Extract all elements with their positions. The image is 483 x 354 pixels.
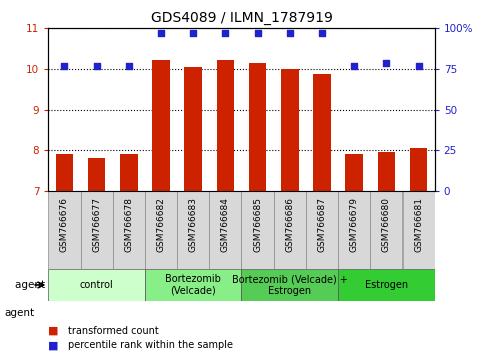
Text: GSM766684: GSM766684 — [221, 198, 230, 252]
Bar — [56, 154, 73, 191]
Bar — [338, 269, 435, 301]
Title: GDS4089 / ILMN_1787919: GDS4089 / ILMN_1787919 — [151, 11, 332, 24]
Text: GSM766687: GSM766687 — [317, 198, 327, 252]
Bar — [152, 60, 170, 191]
Text: GSM766685: GSM766685 — [253, 198, 262, 252]
Bar — [113, 191, 145, 269]
Bar — [274, 191, 306, 269]
Point — [60, 63, 68, 69]
Bar — [88, 158, 105, 191]
Text: GSM766680: GSM766680 — [382, 198, 391, 252]
Text: GSM766681: GSM766681 — [414, 198, 423, 252]
Bar — [216, 60, 234, 191]
Bar — [306, 191, 338, 269]
Point — [415, 63, 423, 69]
Bar — [48, 191, 81, 269]
Bar — [378, 153, 395, 191]
Text: GSM766679: GSM766679 — [350, 198, 359, 252]
Bar — [249, 63, 267, 191]
Bar — [81, 191, 113, 269]
Text: GSM766683: GSM766683 — [189, 198, 198, 252]
Bar — [209, 191, 242, 269]
Text: ■: ■ — [48, 326, 59, 336]
Text: Bortezomib (Velcade) +
Estrogen: Bortezomib (Velcade) + Estrogen — [232, 274, 348, 296]
Point — [350, 63, 358, 69]
Bar — [242, 269, 338, 301]
Text: GSM766686: GSM766686 — [285, 198, 294, 252]
Text: GSM766682: GSM766682 — [156, 198, 166, 252]
Text: agent: agent — [15, 280, 48, 290]
Text: GSM766678: GSM766678 — [124, 198, 133, 252]
Bar — [48, 269, 145, 301]
Text: Bortezomib
(Velcade): Bortezomib (Velcade) — [165, 274, 221, 296]
Bar — [145, 269, 242, 301]
Text: ■: ■ — [48, 340, 59, 350]
Point — [254, 30, 261, 36]
Bar — [338, 191, 370, 269]
Text: GSM766677: GSM766677 — [92, 198, 101, 252]
Bar — [242, 191, 274, 269]
Bar — [145, 191, 177, 269]
Bar — [177, 191, 209, 269]
Bar — [410, 148, 427, 191]
Point — [383, 60, 390, 65]
Text: percentile rank within the sample: percentile rank within the sample — [68, 340, 233, 350]
Text: agent: agent — [5, 308, 35, 318]
Point — [222, 30, 229, 36]
Text: transformed count: transformed count — [68, 326, 158, 336]
Bar — [402, 191, 435, 269]
Bar — [313, 74, 331, 191]
Bar — [120, 154, 138, 191]
Point — [93, 63, 100, 69]
Point — [286, 30, 294, 36]
Point — [157, 30, 165, 36]
Bar — [370, 191, 402, 269]
Text: GSM766676: GSM766676 — [60, 198, 69, 252]
Text: Estrogen: Estrogen — [365, 280, 408, 290]
Bar — [345, 154, 363, 191]
Bar — [185, 67, 202, 191]
Point — [125, 63, 133, 69]
Point — [189, 30, 197, 36]
Bar — [281, 69, 298, 191]
Text: control: control — [80, 280, 114, 290]
Point — [318, 30, 326, 36]
